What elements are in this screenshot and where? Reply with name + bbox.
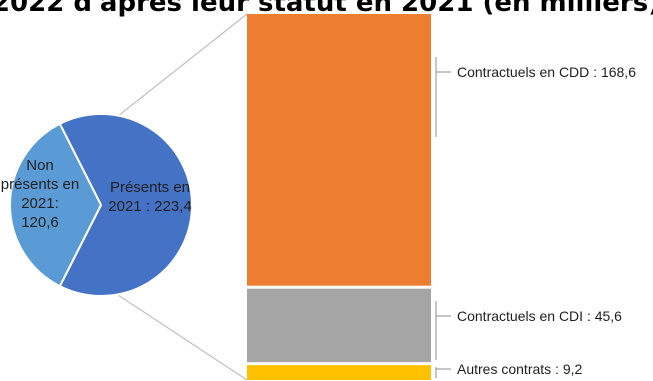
pie-labels: Présents en 2021 : 223,4 Non présents en 202…	[1, 157, 192, 231]
bar-label-cdd: Contractuels en CDD : 168,6	[457, 64, 636, 80]
bar-segment-autres	[247, 365, 431, 380]
leader-line	[435, 57, 451, 137]
connector-bottom	[117, 294, 248, 381]
connector-lines	[117, 13, 248, 381]
pie-slice-presents	[58, 113, 193, 297]
pie	[9, 113, 193, 297]
bar-segment-cdd	[247, 14, 431, 286]
stacked-bar	[247, 14, 431, 380]
bar-label-cdi: Contractuels en CDI : 45,6	[457, 308, 622, 324]
pie-label-non-presents: Non présents en 2021: 120,6	[1, 157, 79, 231]
leader-line	[435, 301, 451, 361]
bar-label-autres: Autres contrats : 9,2	[457, 361, 582, 377]
pie-label-presents: Présents en 2021 : 223,4	[108, 179, 191, 215]
chart-title: 2022 d'après leur statut en 2021 (en mil…	[0, 0, 653, 18]
bar-segment-cdi	[247, 288, 431, 363]
pie-slice-non-presents	[9, 122, 103, 288]
connector-top	[117, 13, 248, 117]
bar-labels: Contractuels en CDD : 168,6 Contractuels …	[435, 57, 636, 378]
leader-line	[435, 367, 451, 378]
